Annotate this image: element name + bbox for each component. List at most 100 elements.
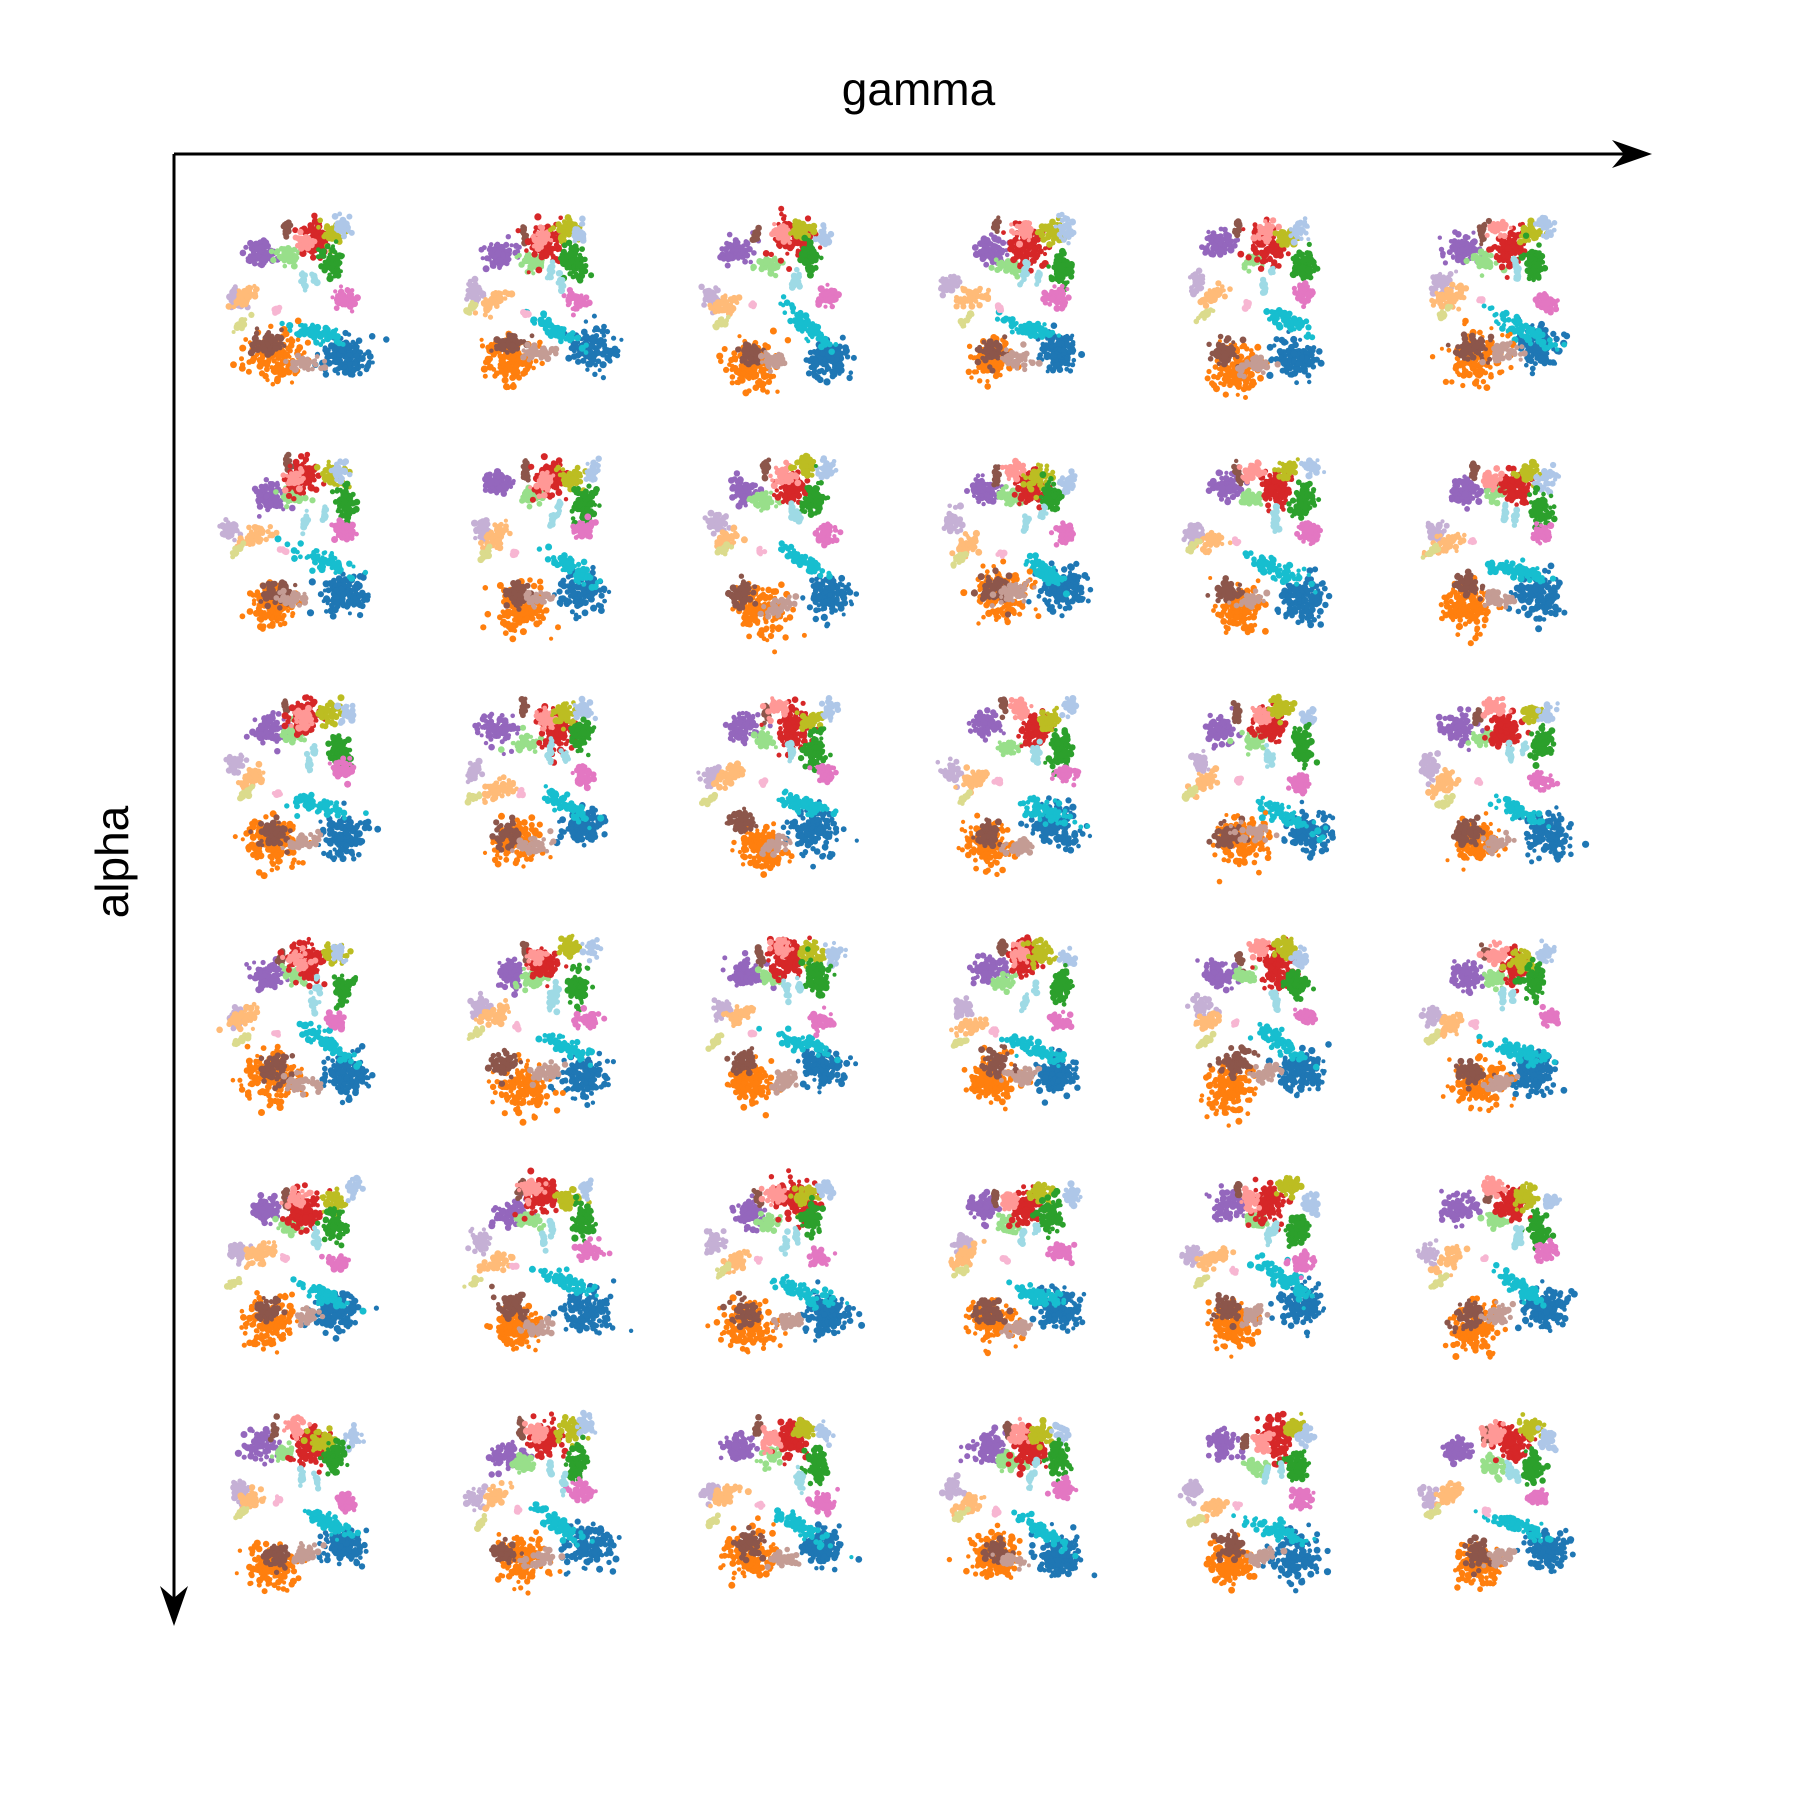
point — [510, 343, 516, 349]
point — [264, 334, 269, 339]
point — [781, 303, 785, 307]
panel-r1-c2 — [463, 213, 623, 390]
point — [531, 235, 535, 239]
point — [592, 372, 597, 377]
point — [347, 352, 353, 358]
point — [730, 380, 735, 385]
point — [584, 319, 588, 323]
point — [312, 325, 317, 330]
x-axis-title: gamma — [0, 62, 1801, 116]
point — [584, 350, 589, 355]
point — [542, 346, 547, 351]
point — [558, 216, 563, 221]
point — [481, 366, 488, 373]
point — [290, 380, 294, 384]
point — [296, 347, 302, 353]
point — [569, 252, 573, 256]
point — [282, 252, 287, 257]
point — [516, 228, 521, 233]
point — [349, 292, 354, 297]
point — [520, 354, 526, 360]
point — [579, 216, 586, 223]
point — [290, 359, 296, 365]
point — [352, 368, 357, 373]
point — [252, 291, 258, 297]
point — [565, 334, 570, 339]
cluster-17 — [562, 287, 593, 318]
point — [271, 382, 276, 387]
point — [273, 250, 278, 255]
point — [592, 329, 596, 333]
point — [506, 234, 511, 239]
point — [573, 247, 579, 253]
point — [308, 243, 312, 247]
point — [268, 347, 272, 351]
cluster-18 — [298, 270, 309, 292]
point — [258, 249, 262, 253]
point — [835, 351, 842, 358]
point — [471, 290, 478, 297]
point — [813, 329, 818, 334]
point — [825, 366, 829, 370]
point — [263, 360, 268, 365]
panel-r1-c3 — [698, 206, 857, 397]
point — [311, 213, 317, 219]
point — [564, 254, 570, 260]
point — [315, 354, 320, 359]
point — [522, 348, 526, 352]
point — [271, 358, 276, 363]
point — [278, 257, 282, 261]
point — [286, 338, 290, 342]
cluster-7 — [281, 219, 294, 239]
point — [331, 295, 335, 299]
point — [483, 374, 488, 379]
point — [300, 356, 306, 362]
point — [840, 335, 846, 341]
point — [831, 371, 837, 377]
point — [301, 240, 308, 247]
point — [591, 353, 596, 358]
point — [291, 263, 298, 270]
point — [578, 253, 583, 258]
point — [490, 297, 495, 302]
point — [334, 239, 339, 244]
point — [469, 304, 475, 310]
point — [836, 363, 842, 369]
point — [544, 353, 549, 358]
point — [279, 327, 284, 332]
point — [296, 331, 303, 338]
point — [513, 243, 519, 249]
panel-r1-c1 — [226, 212, 390, 387]
point — [558, 280, 563, 285]
point — [505, 362, 511, 368]
point — [846, 375, 852, 381]
point — [579, 235, 585, 241]
point — [512, 375, 516, 379]
point — [334, 305, 340, 311]
cluster-10 — [232, 312, 255, 334]
point — [494, 370, 500, 376]
point — [255, 346, 262, 353]
point — [583, 333, 589, 339]
point — [574, 274, 579, 279]
point — [567, 271, 572, 276]
point — [252, 284, 256, 288]
point — [820, 338, 827, 345]
point — [560, 260, 567, 267]
point — [235, 321, 241, 327]
point — [787, 318, 793, 324]
point — [588, 272, 594, 278]
point — [247, 240, 254, 247]
cluster-19 — [556, 270, 567, 294]
point — [503, 383, 510, 390]
point — [240, 362, 245, 367]
point — [346, 214, 352, 220]
point — [488, 256, 492, 260]
point — [302, 283, 309, 290]
point — [597, 328, 601, 332]
point — [246, 359, 252, 365]
point — [480, 343, 485, 348]
point — [265, 378, 269, 382]
point — [336, 227, 343, 234]
